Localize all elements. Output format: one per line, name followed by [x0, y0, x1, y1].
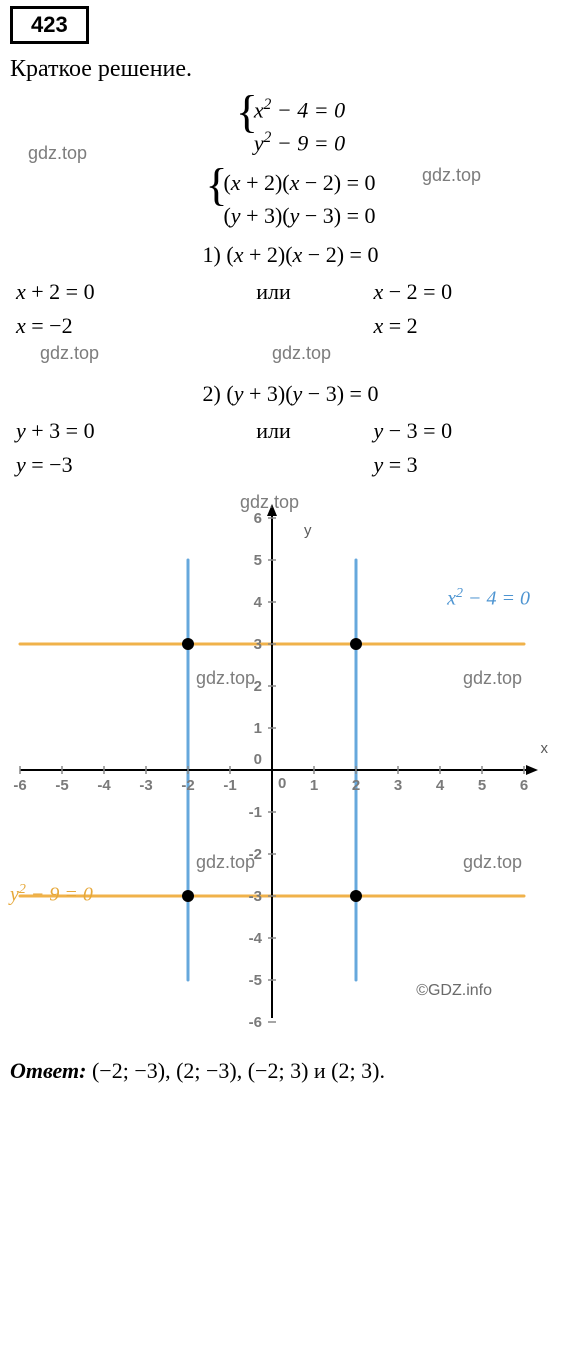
problem-number: 423 [31, 12, 68, 37]
svg-text:3: 3 [254, 636, 262, 653]
svg-text:1: 1 [310, 777, 318, 794]
svg-text:2: 2 [254, 678, 262, 695]
svg-text:0: 0 [254, 751, 262, 768]
chart: -6-5-4-3-2-10123456-6-5-4-3-2-11234560 g… [10, 486, 570, 1046]
copyright: ©GDZ.info [416, 982, 492, 1000]
step-1-cases: x + 2 = 0 или x − 2 = 0 [10, 279, 571, 305]
step-1-results: x = −2 x = 2 gdz.top gdz.top [10, 313, 571, 339]
svg-text:4: 4 [436, 777, 445, 794]
or-label: или [214, 418, 334, 444]
svg-text:-4: -4 [249, 930, 263, 947]
y-axis-label: y [304, 522, 312, 539]
svg-text:-6: -6 [13, 777, 26, 794]
svg-text:-5: -5 [55, 777, 68, 794]
subtitle: Краткое решение. [10, 56, 571, 83]
or-label: или [214, 279, 334, 305]
svg-text:3: 3 [394, 777, 402, 794]
chart-eq-blue: x2 − 4 = 0 [447, 586, 530, 611]
step-2-cases: y + 3 = 0 или y − 3 = 0 [10, 418, 571, 444]
svg-text:0: 0 [278, 775, 286, 792]
svg-text:5: 5 [478, 777, 486, 794]
answer-line: Ответ: (−2; −3), (2; −3), (−2; 3) и (2; … [10, 1058, 571, 1084]
svg-text:2: 2 [352, 777, 360, 794]
svg-text:-3: -3 [139, 777, 152, 794]
chart-eq-orange: y2 − 9 = 0 [10, 882, 93, 907]
svg-text:-2: -2 [249, 846, 262, 863]
answer-label: Ответ: [10, 1058, 86, 1083]
svg-text:1: 1 [254, 720, 262, 737]
svg-text:-2: -2 [181, 777, 194, 794]
svg-text:5: 5 [254, 552, 262, 569]
svg-text:6: 6 [254, 510, 262, 527]
svg-text:-1: -1 [249, 804, 262, 821]
step-1-header: 1) (x + 2)(x − 2) = 0 [10, 238, 571, 271]
system-1: { x2 − 4 = 0 y2 − 9 = 0 [10, 93, 571, 160]
x-axis-label: x [541, 740, 549, 757]
step-2-header: 2) (y + 3)(y − 3) = 0 [10, 377, 571, 410]
svg-text:-5: -5 [249, 972, 262, 989]
svg-text:6: 6 [520, 777, 528, 794]
svg-text:-4: -4 [97, 777, 111, 794]
svg-text:-3: -3 [249, 888, 262, 905]
svg-text:-1: -1 [223, 777, 236, 794]
svg-text:4: 4 [254, 594, 263, 611]
system-2: { (x + 2)(x − 2) = 0 (y + 3)(y − 3) = 0 [10, 166, 571, 232]
svg-text:-6: -6 [249, 1014, 262, 1031]
answer-text: (−2; −3), (2; −3), (−2; 3) и (2; 3). [86, 1058, 384, 1083]
problem-number-box: 423 [10, 6, 89, 44]
step-2-results: y = −3 y = 3 [10, 452, 571, 478]
chart-svg: -6 -5 -4 -3 -2 -1 0 1 2 3 4 5 6 -6 -5 -4 -3 -2 -1 1 2 3 4 5 6 0 [10, 486, 570, 1046]
